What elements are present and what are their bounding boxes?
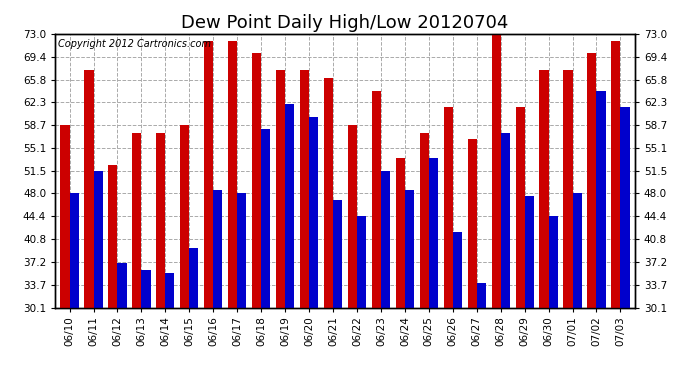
Bar: [333, 200, 342, 308]
Bar: [477, 283, 486, 308]
Bar: [228, 41, 237, 308]
Bar: [491, 34, 501, 308]
Bar: [252, 53, 262, 307]
Bar: [453, 232, 462, 308]
Bar: [276, 70, 285, 308]
Bar: [540, 70, 549, 308]
Bar: [204, 41, 213, 308]
Bar: [237, 193, 246, 308]
Bar: [70, 193, 79, 308]
Bar: [587, 53, 596, 307]
Bar: [166, 273, 175, 308]
Bar: [141, 270, 150, 308]
Bar: [420, 133, 428, 308]
Bar: [564, 70, 573, 308]
Bar: [396, 158, 405, 308]
Bar: [324, 78, 333, 308]
Bar: [285, 104, 294, 308]
Bar: [84, 70, 94, 308]
Bar: [348, 125, 357, 308]
Bar: [108, 165, 117, 308]
Bar: [309, 117, 318, 308]
Bar: [94, 171, 103, 308]
Bar: [117, 264, 126, 308]
Bar: [189, 248, 199, 308]
Bar: [61, 125, 70, 308]
Bar: [596, 91, 606, 308]
Bar: [372, 91, 381, 308]
Bar: [620, 107, 629, 308]
Text: Copyright 2012 Cartronics.com: Copyright 2012 Cartronics.com: [58, 39, 211, 49]
Bar: [501, 133, 510, 308]
Bar: [156, 133, 166, 308]
Bar: [444, 107, 453, 308]
Bar: [468, 139, 477, 308]
Bar: [300, 70, 309, 308]
Bar: [262, 129, 270, 308]
Bar: [213, 190, 222, 308]
Bar: [381, 171, 390, 308]
Bar: [428, 158, 438, 308]
Bar: [405, 190, 414, 308]
Bar: [132, 133, 141, 308]
Bar: [357, 216, 366, 308]
Bar: [611, 41, 620, 308]
Bar: [524, 196, 534, 308]
Bar: [515, 107, 524, 308]
Bar: [573, 193, 582, 308]
Bar: [180, 125, 189, 308]
Title: Dew Point Daily High/Low 20120704: Dew Point Daily High/Low 20120704: [181, 14, 509, 32]
Bar: [549, 216, 558, 308]
